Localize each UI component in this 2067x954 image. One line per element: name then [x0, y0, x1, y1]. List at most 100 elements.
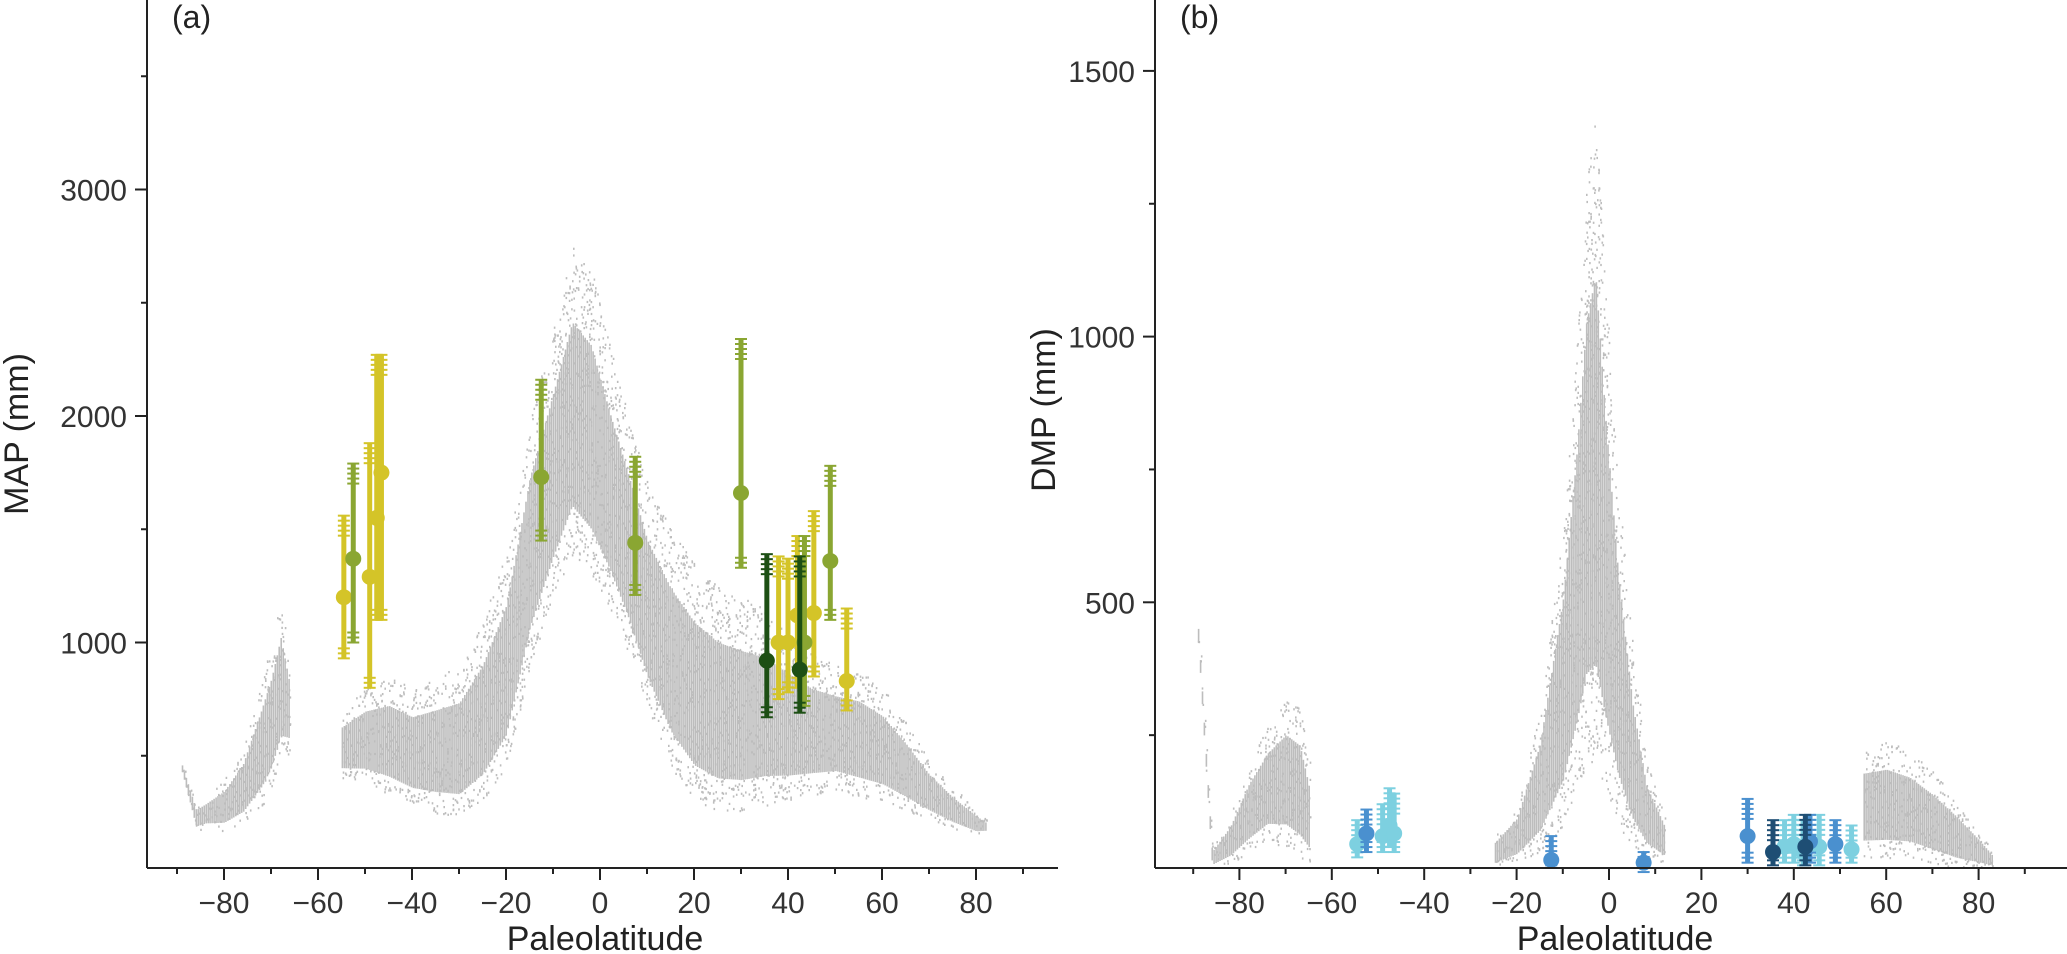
cloud-dot — [601, 523, 603, 526]
cloud-column — [355, 718, 357, 769]
cloud-dot — [214, 813, 216, 816]
cloud-column — [385, 706, 387, 776]
cloud-dot — [692, 765, 694, 768]
cloud-dot — [604, 343, 607, 346]
cloud-dot — [612, 432, 615, 435]
cloud-dot — [621, 571, 623, 574]
cloud-dot — [814, 750, 816, 753]
cloud-dot — [575, 324, 578, 327]
cloud-dot — [605, 568, 607, 572]
cloud-dot — [902, 778, 904, 781]
cloud-dot — [865, 725, 868, 728]
cloud-dot — [592, 534, 594, 537]
cloud-dot — [1219, 851, 1221, 854]
cloud-dot — [490, 678, 493, 682]
cloud-dot — [693, 623, 696, 626]
cloud-dot — [569, 324, 571, 327]
cloud-dot — [776, 702, 779, 706]
cloud-dot — [807, 680, 810, 683]
cloud-dot — [344, 751, 346, 754]
cloud-dot — [484, 695, 486, 698]
cloud-dot — [265, 672, 268, 675]
cloud-dot — [252, 724, 255, 727]
cloud-dot — [742, 763, 745, 766]
cloud-dot — [494, 681, 496, 685]
cloud-column — [900, 737, 902, 794]
cloud-dot — [383, 726, 385, 729]
cloud-dot — [770, 683, 772, 686]
cloud-dot — [611, 598, 614, 601]
cloud-dot — [488, 635, 490, 638]
cloud-dot — [534, 521, 536, 524]
cloud-dot — [610, 609, 613, 612]
cloud-dot — [503, 575, 506, 578]
cloud-dot — [548, 488, 550, 491]
cloud-dot — [567, 499, 569, 502]
cloud-dot — [810, 714, 813, 717]
cloud-dot — [810, 711, 812, 714]
cloud-dot — [624, 433, 627, 436]
cloud-dot — [245, 773, 248, 776]
cloud-dot — [377, 780, 380, 783]
cloud-dot — [367, 737, 369, 740]
cloud-dot — [518, 512, 520, 515]
cloud-dot — [484, 748, 486, 751]
cloud-dot — [826, 690, 828, 693]
error-bar-series — [335, 337, 855, 719]
cloud-dot — [621, 619, 623, 622]
cloud-dot — [567, 450, 570, 453]
cloud-dot — [573, 362, 575, 365]
cloud-dot — [780, 650, 783, 653]
cloud-dot — [508, 623, 510, 627]
cloud-dot — [740, 650, 743, 653]
cloud-dot — [474, 740, 476, 743]
cloud-dot — [668, 750, 670, 753]
cloud-dot — [656, 703, 658, 706]
cloud-dot — [721, 677, 723, 680]
cloud-dot — [533, 547, 535, 550]
cloud-dot — [846, 745, 848, 748]
cloud-dot — [545, 457, 548, 460]
cloud-dot — [500, 603, 502, 606]
cloud-dot — [448, 773, 451, 776]
cloud-dot — [711, 738, 713, 741]
cloud-dot — [901, 778, 903, 781]
cloud-dot — [584, 384, 587, 387]
cloud-dot — [692, 700, 694, 703]
cloud-dot — [587, 546, 589, 549]
cloud-dot — [796, 737, 798, 740]
cloud-dot — [576, 545, 579, 548]
cloud-dot — [507, 740, 510, 744]
cloud-dot — [648, 697, 651, 700]
cloud-column — [416, 715, 419, 789]
cloud-dot — [754, 633, 757, 636]
cloud-dot — [748, 793, 751, 796]
cloud-dot — [728, 615, 730, 618]
cloud-column — [1225, 833, 1227, 859]
y-tick-label: 2000 — [60, 401, 127, 434]
cloud-dot — [610, 448, 612, 451]
cloud-dot — [417, 800, 420, 803]
cloud-dot — [360, 715, 362, 718]
cloud-dot — [490, 769, 493, 772]
cloud-dot — [620, 430, 622, 433]
cloud-dot — [378, 706, 380, 709]
cloud-column — [685, 609, 687, 753]
cloud-dot — [655, 534, 658, 538]
cloud-dot — [632, 653, 635, 656]
cloud-dot — [269, 782, 272, 785]
cloud-column — [758, 655, 760, 778]
cloud-dot — [757, 691, 759, 694]
cloud-dot — [958, 811, 960, 814]
cloud-dot — [870, 697, 873, 700]
cloud-dot — [691, 628, 694, 631]
point-marker — [627, 534, 644, 551]
cloud-dot — [558, 345, 560, 348]
cloud-dot — [893, 730, 895, 733]
cloud-column — [558, 371, 561, 542]
cloud-dot — [414, 693, 417, 696]
cloud-dot — [788, 790, 791, 793]
cloud-dot — [581, 419, 583, 422]
cloud-dot — [609, 514, 611, 517]
cloud-dot — [611, 362, 613, 365]
